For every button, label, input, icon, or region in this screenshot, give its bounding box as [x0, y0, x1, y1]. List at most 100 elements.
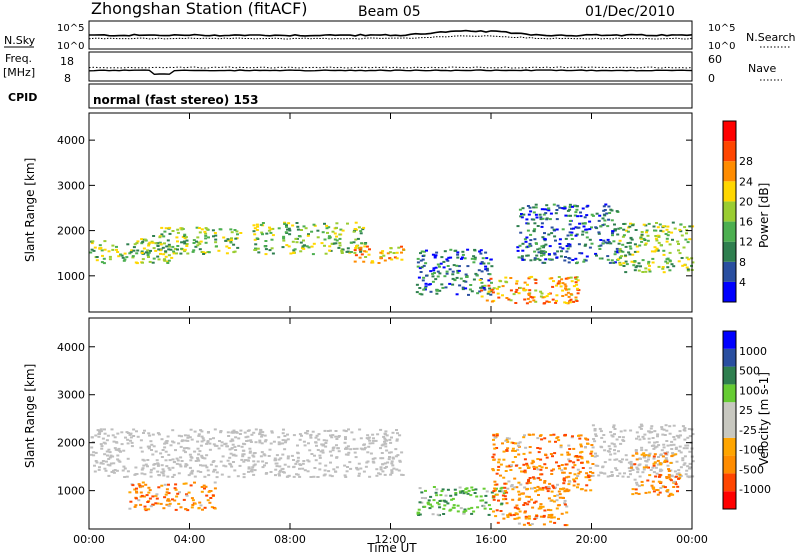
- velocity-cell: [588, 467, 592, 470]
- velocity-cell: [691, 475, 695, 478]
- power-cell: [573, 214, 577, 217]
- power-cell: [422, 288, 426, 291]
- power-cell: [420, 250, 424, 253]
- velocity-cell: [610, 475, 614, 477]
- velocity-cell: [371, 442, 375, 445]
- velocity-cell: [149, 471, 153, 474]
- velocity-cell: [650, 425, 654, 428]
- power-cell: [579, 211, 582, 214]
- velocity-cell: [635, 481, 639, 484]
- velocity-cell: [563, 434, 567, 437]
- power-cell: [485, 269, 489, 272]
- velocity-cell: [653, 453, 657, 456]
- velocity-cell: [160, 471, 164, 474]
- velocity-cell: [539, 505, 542, 508]
- power-cell: [622, 262, 626, 265]
- power-cell: [545, 300, 549, 303]
- power-cell: [555, 284, 558, 287]
- velocity-cell: [663, 434, 667, 436]
- velocity-cell: [139, 446, 143, 449]
- power-cell: [211, 229, 215, 232]
- power-cell: [287, 227, 291, 230]
- velocity-cell: [357, 474, 361, 477]
- power-cell: [516, 249, 520, 252]
- velocity-cell: [547, 516, 551, 519]
- power-colorbar-tick: 28: [739, 155, 753, 168]
- velocity-cell: [631, 488, 635, 491]
- velocity-cell: [184, 451, 187, 454]
- power-cell: [613, 261, 617, 264]
- velocity-cell: [137, 499, 141, 502]
- velocity-cell: [396, 454, 400, 457]
- power-cell: [346, 222, 349, 225]
- velocity-cell: [322, 474, 326, 477]
- velocity-cell: [669, 479, 673, 482]
- velocity-cell: [649, 469, 653, 471]
- power-cell: [227, 239, 231, 242]
- power-cell: [670, 231, 674, 234]
- velocity-cell: [188, 466, 192, 469]
- velocity-cell: [369, 452, 373, 455]
- velocity-cell: [510, 464, 513, 467]
- velocity-cell: [567, 444, 571, 447]
- power-cell: [635, 265, 639, 268]
- power-cell: [122, 259, 126, 262]
- velocity-cell: [466, 492, 470, 495]
- velocity-cell: [487, 513, 491, 516]
- power-cell: [512, 293, 516, 296]
- velocity-cell: [196, 458, 200, 461]
- velocity-cell: [383, 440, 386, 443]
- velocity-cell: [593, 429, 597, 432]
- velocity-cell: [568, 480, 572, 483]
- power-cell: [333, 238, 337, 241]
- power-cell: [340, 251, 344, 254]
- velocity-cell: [117, 459, 121, 462]
- velocity-cell: [387, 458, 391, 461]
- velocity-cell: [424, 489, 427, 492]
- power-cell: [354, 254, 358, 257]
- velocity-colorbar-label: Velocity [m s-1]: [757, 372, 771, 466]
- velocity-cell: [505, 502, 509, 505]
- velocity-cell: [678, 430, 682, 433]
- velocity-cell: [475, 495, 479, 498]
- power-cell: [631, 253, 635, 256]
- velocity-cell: [494, 515, 498, 518]
- velocity-colorbar-band: [723, 402, 736, 420]
- velocity-cell: [581, 467, 585, 469]
- velocity-cell: [191, 469, 194, 472]
- power-cell: [509, 277, 513, 279]
- power-cell: [389, 247, 393, 250]
- velocity-cell: [458, 490, 462, 493]
- power-cell: [567, 295, 571, 298]
- velocity-cell: [543, 481, 547, 484]
- velocity-cell: [234, 436, 238, 439]
- velocity-cell: [146, 445, 150, 448]
- power-cell: [545, 217, 549, 220]
- power-cell: [204, 234, 208, 237]
- velocity-cell: [553, 452, 557, 455]
- velocity-cell: [174, 508, 178, 511]
- power-cell: [214, 234, 218, 237]
- power-cell: [590, 213, 594, 216]
- velocity-cell: [491, 456, 495, 459]
- power-cell: [192, 249, 196, 252]
- velocity-cell: [389, 473, 393, 476]
- velocity-cell: [321, 444, 325, 447]
- power-cell: [681, 264, 685, 267]
- velocity-cell: [647, 455, 651, 458]
- power-cell: [480, 286, 484, 289]
- velocity-cell: [315, 434, 319, 437]
- power-cell: [164, 250, 168, 253]
- velocity-cell: [186, 434, 190, 437]
- power-cell: [534, 213, 538, 216]
- velocity-cell: [334, 430, 338, 432]
- power-cell: [418, 267, 422, 270]
- velocity-cell: [367, 436, 371, 439]
- power-cell: [419, 259, 423, 262]
- velocity-cell: [352, 438, 356, 441]
- power-cell: [521, 258, 525, 261]
- power-cell: [571, 259, 575, 261]
- velocity-cell: [659, 453, 663, 456]
- velocity-cell: [92, 451, 96, 454]
- velocity-cell: [563, 503, 567, 506]
